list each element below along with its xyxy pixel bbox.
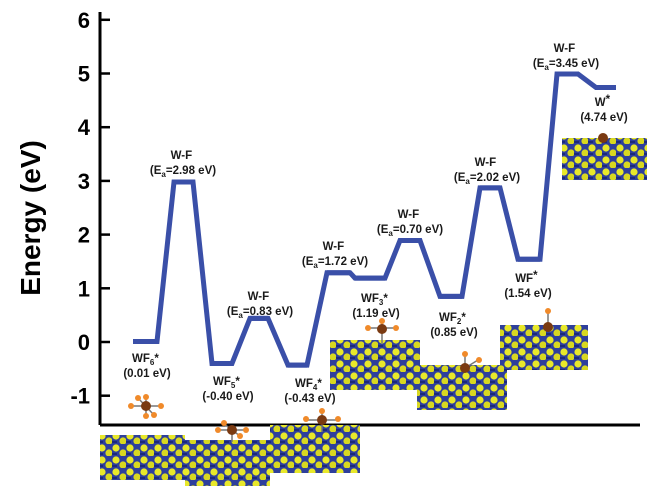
- structure-wf6: [100, 394, 185, 480]
- y-tick-label: 5: [78, 62, 90, 87]
- y-tick-label: 4: [78, 115, 91, 140]
- y-tick-label: 0: [78, 330, 90, 355]
- wf-label: WF* (1.54 eV): [504, 270, 551, 300]
- wf3-label: WF3* (1.19 eV): [352, 293, 399, 320]
- y-tick-label: -1: [70, 384, 90, 409]
- structure-insets: [100, 133, 647, 486]
- structure-wf4: [270, 408, 360, 473]
- ts6-label: W-F (Ea=3.45 eV): [533, 43, 599, 72]
- wf6-label: WF6* (0.01 eV): [123, 353, 170, 380]
- structure-wf2: [417, 351, 507, 410]
- ts1-label: W-F (Ea=2.98 eV): [150, 150, 216, 179]
- wf4-label: WF4* (-0.43 eV): [284, 378, 335, 405]
- y-tick-label: 6: [78, 8, 90, 33]
- ts5-label: W-F (Ea=2.02 eV): [454, 157, 520, 186]
- structure-wf: [500, 308, 588, 370]
- structure-wf3: [330, 318, 420, 390]
- energy-profile-line: [133, 71, 616, 368]
- y-tick-label: 1: [78, 276, 90, 301]
- y-tick-label: 3: [78, 169, 90, 194]
- y-axis-label: Energy (eV): [15, 140, 46, 296]
- annotations: W-F (Ea=2.98 eV) W-F (Ea=0.83 eV) W-F (E…: [123, 43, 627, 405]
- y-tick-label: 2: [78, 223, 90, 248]
- y-axis-ticks: 6 5 4 3 2 1 0 -1: [70, 8, 110, 409]
- ts3-label: W-F (Ea=1.72 eV): [302, 241, 368, 270]
- wf2-label: WF2* (0.85 eV): [430, 312, 477, 339]
- ts4-label: W-F (Ea=0.70 eV): [377, 209, 443, 238]
- energy-levels: [133, 71, 616, 368]
- structure-wf5: [185, 420, 270, 486]
- structure-w: [562, 133, 647, 180]
- w-label: W* (4.74 eV): [580, 94, 627, 124]
- ts2-label: W-F (Ea=0.83 eV): [227, 291, 293, 320]
- axes-frame: [98, 12, 640, 427]
- wf5-label: WF5* (-0.40 eV): [202, 376, 253, 403]
